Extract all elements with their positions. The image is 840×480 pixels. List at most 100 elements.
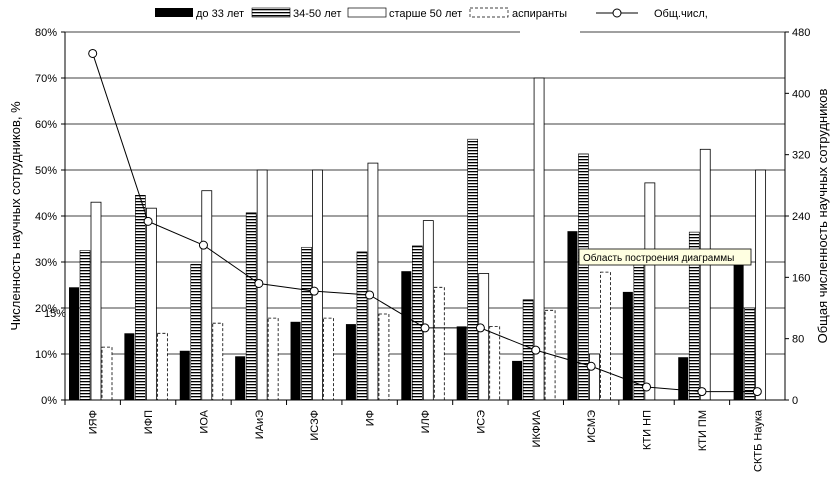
right-tick-label: 400 — [792, 88, 810, 100]
bar-3 — [589, 353, 600, 401]
tooltip-box — [578, 248, 752, 266]
left-axis-title: Численность научных сотрудников, % — [8, 101, 23, 331]
category-label: КТИ ПМ — [697, 410, 709, 451]
bar-1 — [678, 357, 689, 400]
category-label: СКТБ Наука — [752, 409, 764, 472]
bar-1 — [456, 326, 467, 400]
left-tick-label: 80% — [35, 27, 57, 39]
right-axis-ticks: 0 80 160 240 320 400 480 — [785, 27, 810, 407]
legend-label-5: Общ.числ, — [654, 8, 708, 20]
bar-3 — [201, 190, 213, 401]
bar-4 — [433, 286, 445, 401]
category-label: ИЯФ — [88, 410, 100, 434]
line-point — [586, 361, 596, 371]
bar-1 — [512, 360, 523, 400]
category-label: ИСМЭ — [586, 410, 598, 443]
bar-3 — [145, 207, 157, 401]
bar-2 — [301, 246, 312, 401]
category-label: ИСЗФ — [309, 410, 321, 441]
bar-1 — [69, 287, 79, 400]
tooltip-text: Область построения диаграммы — [583, 252, 734, 264]
bar-1 — [401, 271, 412, 400]
left-tick-label: 60% — [35, 119, 57, 131]
bar-3 — [644, 182, 656, 401]
legend-label-3: старше 50 лет — [389, 8, 462, 20]
right-tick-label: 0 — [792, 395, 798, 407]
bar-1 — [345, 324, 356, 400]
bar-3 — [755, 169, 767, 401]
line-point — [198, 240, 208, 250]
bar-3 — [90, 201, 102, 401]
left-tick-label: 70% — [35, 73, 57, 85]
legend-swatch-hatch — [251, 7, 291, 18]
stray-data-label: 15% — [44, 308, 66, 320]
bar-2 — [633, 261, 645, 401]
category-labels: ИЯФ ИФП ИОА ИАиЭ ИСЗФ ИФ ИЛФ ИСЭ ИКФИА ИСМЭ КТИ НП… — [88, 409, 765, 472]
right-tick-label: 160 — [792, 272, 810, 284]
bar-4 — [323, 317, 334, 401]
category-label: ИАиЭ — [254, 410, 266, 439]
line-point — [254, 278, 264, 288]
line-point — [88, 48, 98, 58]
legend-swatch-open — [347, 7, 387, 18]
bar-1 — [733, 252, 744, 400]
bar-1 — [124, 333, 135, 400]
bar-3 — [312, 169, 323, 401]
category-label: ИКФИА — [531, 409, 543, 447]
category-label: ИФ — [365, 410, 377, 426]
bar-3 — [422, 220, 434, 401]
bar-2 — [190, 263, 202, 401]
left-tick-label: 20% — [35, 303, 57, 315]
bar-4 — [544, 309, 556, 401]
right-axis-title: Общая численность научных сотрудников — [815, 89, 830, 344]
bar-1 — [235, 356, 246, 400]
legend-label-2: 34-50 лет — [293, 8, 341, 20]
left-tick-label: 50% — [35, 165, 57, 177]
bar-2 — [356, 251, 368, 401]
bar-4 — [600, 271, 611, 401]
right-tick-label: 240 — [792, 211, 810, 223]
left-tick-label: 10% — [35, 349, 57, 361]
legend-swatch-solid — [155, 8, 193, 17]
bar-2 — [245, 212, 257, 401]
bar-4 — [489, 325, 501, 401]
bar-4 — [378, 313, 390, 401]
bar-4 — [156, 332, 168, 401]
bar-2 — [79, 250, 91, 401]
line-point — [475, 323, 485, 333]
bar-1 — [567, 231, 578, 400]
bar-3 — [478, 273, 490, 401]
bar-4 — [267, 317, 279, 401]
bar-2 — [135, 195, 146, 401]
category-label: ИФП — [143, 410, 155, 434]
line-point — [143, 216, 153, 226]
series-line — [88, 48, 762, 397]
bar-1 — [622, 291, 633, 400]
legend-label-4: аспиранты — [512, 8, 567, 20]
bar-3 — [699, 148, 711, 401]
bar-1 — [179, 350, 190, 400]
top-gap — [520, 28, 580, 34]
bar-2 — [744, 307, 755, 401]
legend-swatch-dashed — [469, 7, 509, 18]
bar-3 — [367, 162, 379, 401]
plot-area[interactable] — [64, 31, 786, 405]
bars — [64, 77, 767, 405]
line-point — [365, 290, 375, 300]
bar-2 — [467, 138, 478, 401]
line-point — [309, 286, 319, 296]
category-label: ИОА — [198, 409, 210, 433]
line-point — [420, 323, 430, 333]
right-tick-label: 320 — [792, 150, 810, 162]
right-tick-label: 480 — [792, 27, 810, 39]
line-point — [531, 345, 541, 355]
bar-1 — [290, 321, 301, 400]
left-tick-label: 30% — [35, 257, 57, 269]
bar-4 — [212, 322, 224, 401]
line-point — [697, 387, 707, 397]
left-tick-label: 40% — [35, 211, 57, 223]
bar-4 — [101, 346, 113, 401]
legend: до 33 лет 34-50 лет старше 50 лет аспира… — [155, 7, 708, 20]
left-axis-ticks: 0% 10% 20% 30% 40% 50% 60% 70% 80% — [35, 27, 65, 407]
